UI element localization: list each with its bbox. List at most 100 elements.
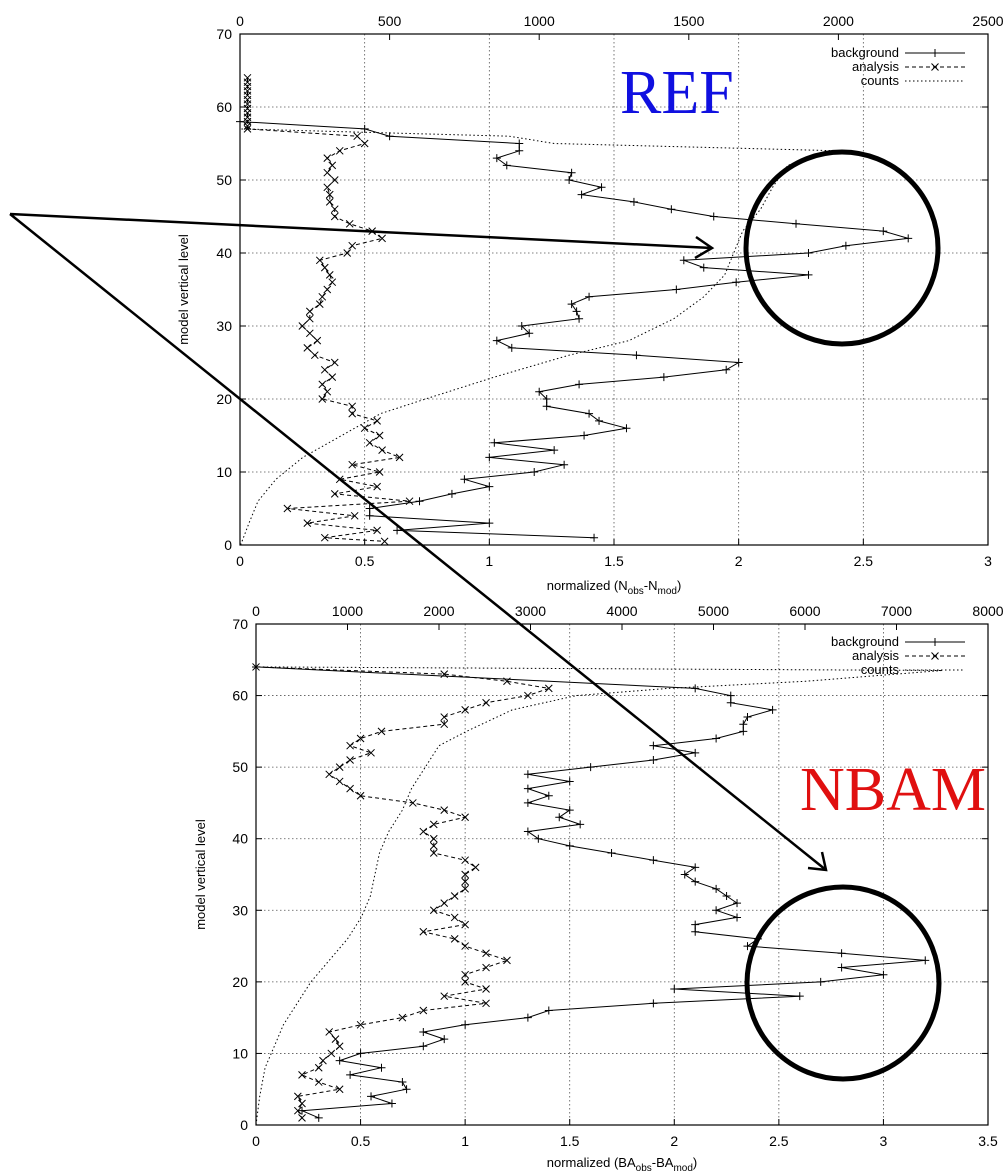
data-point-plus	[743, 942, 752, 951]
data-point-x	[243, 125, 252, 133]
grid	[240, 34, 988, 545]
highlight-circle-bottom	[744, 884, 942, 1082]
series-line-counts	[255, 666, 943, 1126]
data-point-x	[380, 537, 389, 546]
data-point-plus	[502, 161, 511, 170]
data-point-x	[350, 511, 359, 520]
data-point-x	[303, 519, 312, 527]
data-point-x	[320, 533, 329, 542]
grid	[256, 624, 988, 1125]
data-point-plus	[535, 387, 544, 396]
data-point-x	[328, 278, 337, 287]
y-axis-label: model vertical level	[193, 819, 208, 930]
data-point-x	[310, 351, 319, 360]
legend-label-analysis: analysis	[852, 648, 899, 663]
data-point-x	[461, 856, 469, 865]
data-point-plus	[365, 504, 374, 513]
data-point-x	[503, 956, 511, 965]
data-point-plus	[691, 748, 700, 757]
legend-label-background: background	[831, 634, 899, 649]
data-point-plus	[567, 300, 576, 309]
x-tick-label: 3.5	[978, 1133, 998, 1149]
data-point-x	[319, 1056, 327, 1065]
data-point-plus	[555, 813, 564, 822]
data-point-plus	[580, 431, 589, 440]
data-point-plus	[576, 820, 585, 829]
data-point-x	[325, 198, 334, 206]
data-point-x	[482, 999, 490, 1008]
x-tick-label: 1	[485, 553, 493, 569]
data-point-x	[318, 292, 327, 301]
data-point-x	[378, 446, 386, 454]
data-point-x	[348, 409, 357, 418]
data-point-x	[461, 884, 469, 893]
y-tick-label: 30	[216, 318, 232, 334]
data-point-x	[482, 963, 490, 972]
data-point-plus	[542, 395, 551, 403]
series-analysis	[243, 73, 414, 546]
data-point-x	[314, 1078, 323, 1086]
x2-tick-label: 7000	[881, 603, 912, 619]
data-point-plus	[298, 1106, 307, 1115]
data-point-plus	[712, 906, 721, 915]
data-point-x	[298, 322, 307, 330]
data-point-x	[378, 234, 386, 243]
legend-marker-x	[931, 652, 939, 660]
plot-frame	[255, 623, 989, 1126]
data-point-plus	[667, 205, 676, 214]
data-point-x	[429, 906, 438, 915]
data-point-plus	[837, 949, 846, 958]
data-point-x	[328, 161, 337, 170]
legend-label-background: background	[831, 45, 899, 60]
data-point-plus	[585, 409, 594, 418]
data-point-x	[461, 942, 469, 950]
data-point-x	[373, 417, 381, 425]
data-point-x	[398, 1013, 407, 1022]
data-point-plus	[236, 117, 244, 126]
data-point-x	[356, 791, 365, 800]
x-tick-label: 1.5	[604, 553, 624, 569]
data-point-x	[320, 263, 329, 272]
y-tick-label: 30	[232, 902, 248, 918]
data-point-plus	[670, 985, 679, 994]
data-point-plus	[732, 278, 741, 287]
series-background	[236, 117, 913, 542]
data-point-plus	[365, 511, 374, 520]
y-tick-label: 0	[240, 1117, 248, 1133]
x2-tick-label: 4000	[606, 603, 637, 619]
data-point-plus	[490, 438, 499, 447]
data-point-x	[450, 935, 459, 943]
data-point-plus	[691, 684, 700, 693]
x2-tick-label: 8000	[972, 603, 1003, 619]
data-point-x	[440, 720, 449, 729]
data-point-x	[353, 132, 362, 141]
data-point-plus	[517, 322, 526, 330]
data-point-plus	[346, 1070, 355, 1079]
x2-tick-label: 2500	[972, 13, 1003, 29]
data-point-x	[346, 741, 354, 750]
data-point-plus	[743, 713, 752, 722]
data-point-x	[315, 300, 324, 308]
data-point-plus	[544, 791, 553, 800]
data-point-x	[409, 799, 417, 807]
data-point-plus	[722, 891, 731, 900]
data-point-plus	[734, 358, 743, 367]
data-point-plus	[415, 497, 424, 506]
y-tick-label: 40	[232, 831, 248, 847]
data-point-x	[305, 329, 314, 338]
x2-tick-label: 2000	[823, 13, 854, 29]
data-point-x	[373, 526, 381, 535]
data-point-plus	[691, 877, 700, 886]
data-point-plus	[691, 863, 700, 872]
data-point-x	[360, 139, 369, 148]
data-point-plus	[523, 770, 532, 779]
data-point-x	[429, 834, 438, 843]
series-line-counts	[239, 128, 839, 546]
x-tick-label: 0.5	[355, 553, 375, 569]
data-point-x	[365, 438, 374, 447]
data-point-x	[335, 763, 344, 771]
data-point-plus	[586, 763, 595, 772]
x-tick-label: 3	[984, 553, 992, 569]
data-point-plus	[402, 1085, 411, 1094]
